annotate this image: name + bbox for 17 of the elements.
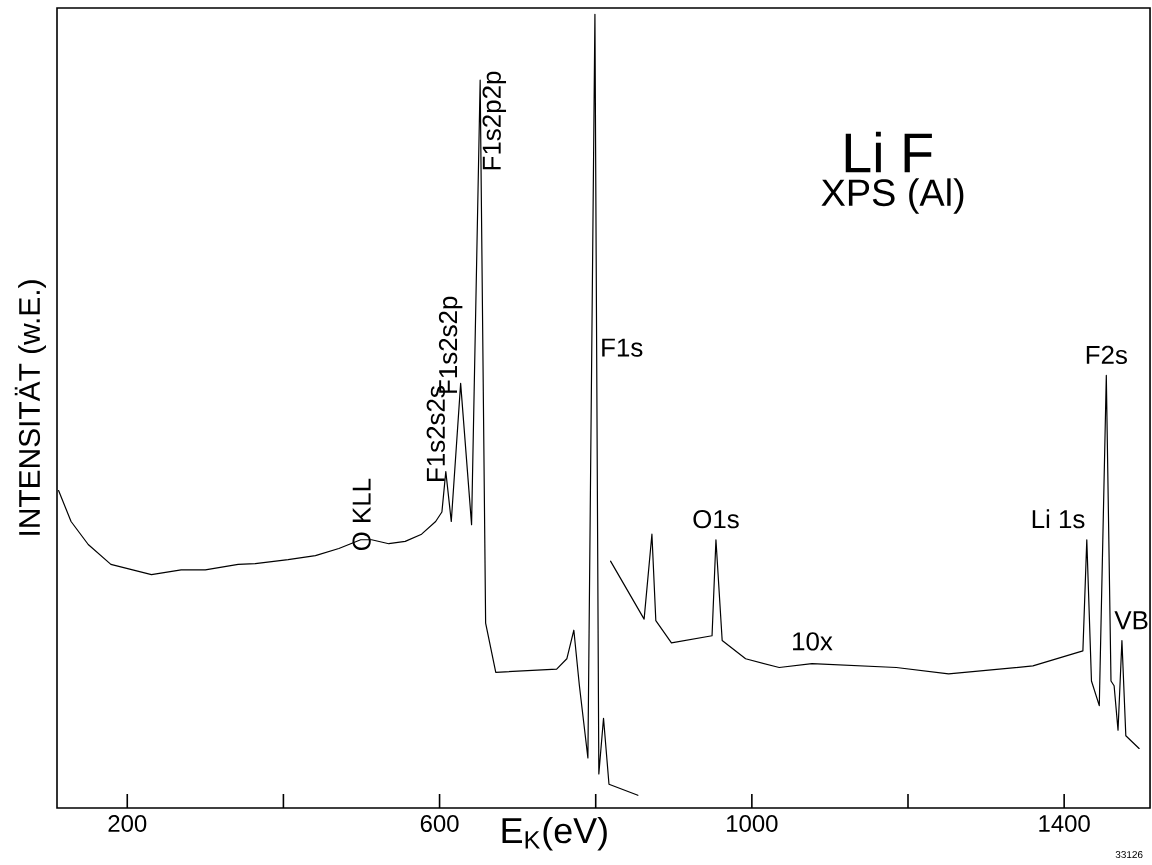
annotation: O1s <box>693 510 739 529</box>
x-tick-label: 1400 <box>1039 815 1090 833</box>
annotation: F1s <box>602 338 643 357</box>
annotation: O KLL <box>352 478 371 551</box>
annotation: VB <box>1114 611 1148 630</box>
y-axis-title: INTENSITÄT (w.E.) <box>14 280 46 535</box>
annotation: Li 1s <box>1032 509 1085 529</box>
text: Li F <box>845 131 932 173</box>
x-tick-label: 200 <box>108 815 147 833</box>
annotation: F1s2p2p <box>482 71 507 170</box>
annotation: F2s <box>1086 345 1127 365</box>
text: XPS (Al) <box>821 178 964 214</box>
x-axis-title: E$_{K}$(eV) <box>502 817 607 851</box>
x-tick-label: 600 <box>420 815 459 833</box>
x-tick-label: 1000 <box>727 815 778 833</box>
series-label: 10x <box>793 632 833 651</box>
text: 33126 <box>1115 851 1143 859</box>
